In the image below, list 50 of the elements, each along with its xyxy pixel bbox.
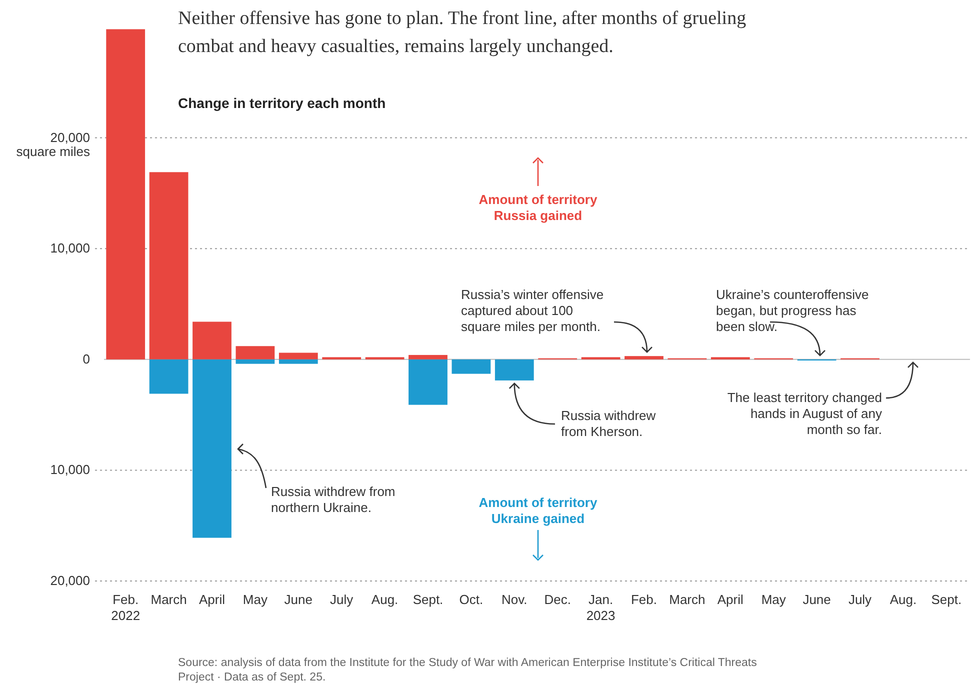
annotation: The least territory changed hands in August of any month so far. xyxy=(727,390,882,437)
y-axis-title: square miles xyxy=(16,144,90,159)
annotation: Amount of territory Ukraine gained xyxy=(478,495,598,526)
x-tick-label: Dec. xyxy=(544,592,571,607)
bar xyxy=(149,172,188,360)
annotation: Ukraine’s counteroffensive began, but progress has been slow. xyxy=(716,287,869,334)
bar xyxy=(149,359,188,394)
x-tick-label: June xyxy=(284,592,312,607)
bar xyxy=(452,359,491,374)
annotation: Russia withdrew from northern Ukraine. xyxy=(271,484,396,515)
text: Change in territory each month xyxy=(178,95,386,111)
x-tick-label: July xyxy=(848,592,872,607)
bar xyxy=(236,346,275,360)
x-tick-label: April xyxy=(198,592,226,607)
x-tick-label: July xyxy=(330,592,354,607)
x-tick-label: Feb. 2022 xyxy=(111,592,140,623)
x-tick-label: Aug. xyxy=(890,592,917,607)
bar xyxy=(236,359,275,364)
bar xyxy=(624,356,664,360)
x-tick-label: Aug. xyxy=(371,592,398,607)
annotation: Amount of territory Russia gained xyxy=(478,192,598,223)
annotation: Russia’s winter offensive captured about 100 square miles per month. xyxy=(461,287,604,334)
x-tick-label: April xyxy=(717,592,744,607)
y-tick-label: 20,000 xyxy=(50,573,90,588)
bar xyxy=(408,359,448,405)
y-tick-label: 10,000 xyxy=(50,462,90,478)
y-tick-label: 20,000 xyxy=(50,130,90,145)
y-tick-label: 0 xyxy=(82,351,90,366)
bar xyxy=(192,359,232,538)
annotation: Russia withdrew from Kherson. xyxy=(561,408,656,439)
x-tick-label: Sept. xyxy=(931,592,962,607)
x-tick-label: Sept. xyxy=(412,592,444,607)
x-tick-label: March xyxy=(669,592,706,607)
source-note: Source: analysis of data from the Institute for the Study of War with American Enterprise Institute’s Critical Threats Project · Data as of Sept. 25. xyxy=(178,657,758,684)
x-tick-label: May xyxy=(761,592,786,607)
x-tick-label: March xyxy=(150,592,187,607)
chart-title: Neither offensive has gone to plan. The front line, after months of grueling combat and heavy casualties, remains largely unchanged. xyxy=(178,8,747,57)
x-tick-label: May xyxy=(242,592,268,607)
x-tick-label: June xyxy=(802,592,831,607)
x-tick-label: Oct. xyxy=(459,592,484,607)
x-tick-label: Nov. xyxy=(502,592,528,607)
bar xyxy=(278,352,318,360)
x-tick-label: Jan. 2023 xyxy=(586,592,616,623)
y-tick-label: 10,000 xyxy=(50,240,90,256)
x-tick-label: Feb. xyxy=(630,592,658,607)
bar xyxy=(494,359,534,380)
bar xyxy=(192,322,232,360)
bar xyxy=(408,354,448,360)
bar xyxy=(278,359,318,364)
bar xyxy=(106,29,146,360)
